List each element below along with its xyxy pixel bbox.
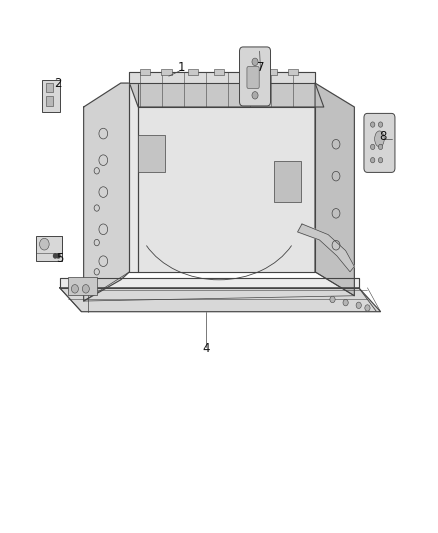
Circle shape <box>371 144 375 150</box>
Bar <box>187 69 198 75</box>
Polygon shape <box>315 83 354 296</box>
FancyBboxPatch shape <box>275 161 301 201</box>
Polygon shape <box>60 288 381 312</box>
Polygon shape <box>130 83 138 272</box>
Bar <box>240 69 251 75</box>
Polygon shape <box>84 83 130 301</box>
Circle shape <box>371 158 375 163</box>
FancyBboxPatch shape <box>364 114 395 172</box>
Circle shape <box>343 300 348 306</box>
Bar <box>288 69 298 75</box>
FancyBboxPatch shape <box>42 80 60 112</box>
Bar <box>266 69 277 75</box>
Text: 4: 4 <box>202 342 210 356</box>
Circle shape <box>378 122 383 127</box>
Circle shape <box>57 254 60 258</box>
Circle shape <box>252 58 258 66</box>
Bar <box>161 69 172 75</box>
Text: 1: 1 <box>178 61 186 74</box>
Bar <box>68 277 97 295</box>
Polygon shape <box>130 83 324 107</box>
Bar <box>214 69 224 75</box>
Circle shape <box>82 285 89 293</box>
Ellipse shape <box>374 131 384 147</box>
Circle shape <box>71 285 78 293</box>
Bar <box>140 69 150 75</box>
Polygon shape <box>130 72 315 83</box>
Circle shape <box>330 296 335 303</box>
Polygon shape <box>297 224 354 272</box>
FancyBboxPatch shape <box>138 135 165 172</box>
Bar <box>46 83 53 92</box>
Circle shape <box>378 144 383 150</box>
Circle shape <box>39 238 49 250</box>
Circle shape <box>356 302 361 309</box>
Polygon shape <box>60 278 359 288</box>
Text: 2: 2 <box>54 77 61 90</box>
Polygon shape <box>138 107 315 272</box>
Text: 8: 8 <box>379 130 386 143</box>
FancyBboxPatch shape <box>247 67 259 88</box>
Text: 5: 5 <box>56 252 64 265</box>
Circle shape <box>252 92 258 99</box>
FancyBboxPatch shape <box>35 236 62 261</box>
Bar <box>46 96 53 106</box>
FancyBboxPatch shape <box>240 47 271 106</box>
Circle shape <box>378 158 383 163</box>
Circle shape <box>365 305 370 311</box>
Circle shape <box>371 122 375 127</box>
Text: 7: 7 <box>257 61 264 74</box>
Circle shape <box>53 254 57 258</box>
